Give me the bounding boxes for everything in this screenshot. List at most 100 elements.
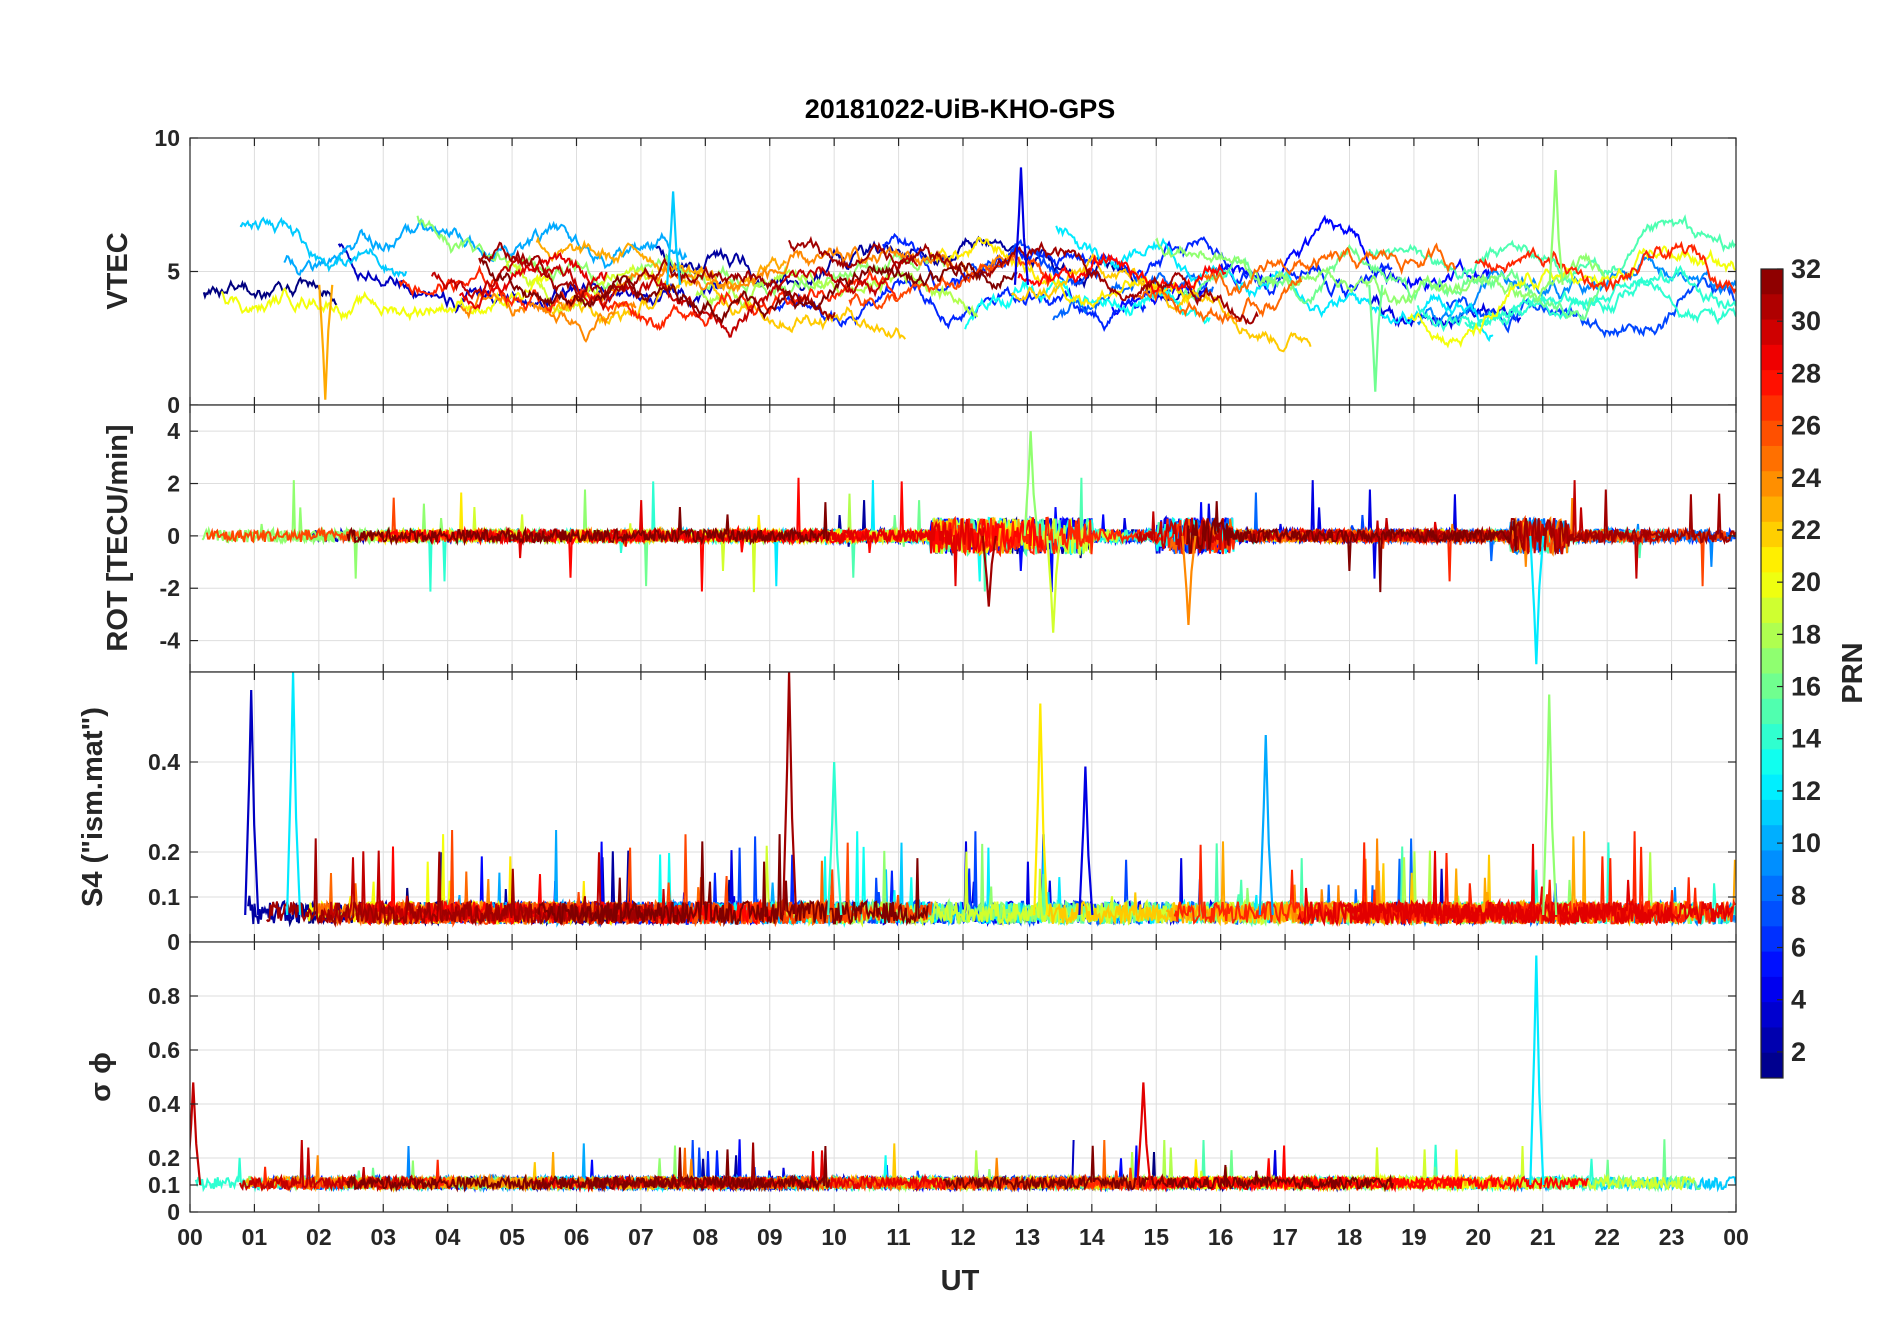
x-tick-label: 08: [693, 1224, 719, 1250]
colorbar-tick-label: 2: [1791, 1037, 1806, 1067]
series-line-prn-29: [458, 251, 608, 310]
series-line-prn-20: [220, 273, 552, 322]
series-line-prn-32: [481, 259, 1018, 325]
series-line-prn-23: [535, 235, 787, 293]
y-tick-label: 0.4: [148, 1091, 180, 1117]
colorbar-segment: [1761, 850, 1783, 877]
series-line-prn-14: [1416, 278, 1736, 333]
colorbar-segment: [1761, 976, 1783, 1003]
x-tick-label: 04: [435, 1224, 461, 1250]
colorbar-tick-label: 14: [1791, 724, 1821, 754]
chart-title: 20181022-UiB-KHO-GPS: [805, 94, 1116, 124]
x-tick-label: 22: [1594, 1224, 1620, 1250]
colorbar-segment: [1761, 1002, 1783, 1028]
series-line-prn-1: [202, 276, 338, 306]
y-tick-label: 0.6: [148, 1037, 180, 1063]
x-tick-labels: 00 01 02 03 04 05 06 07 08 09 10 11 12 13 14 15 16 17 18 19…: [177, 1224, 1749, 1250]
colorbar-tick-label: 16: [1791, 672, 1821, 702]
colorbar-tick-label: 6: [1791, 933, 1806, 963]
series-peak-prn-16: [1368, 284, 1384, 392]
y-tick-label: 0: [167, 392, 180, 418]
x-tick-label: 07: [628, 1224, 654, 1250]
series-line-prn-22: [1046, 892, 1191, 926]
series-group: [201, 431, 1736, 665]
colorbar-frame: [1760, 268, 1784, 1079]
x-tick-label: 03: [370, 1224, 396, 1250]
colorbar-segment: [1761, 420, 1783, 447]
colorbar-label: PRN: [1837, 642, 1869, 703]
x-tick-label: 12: [950, 1224, 976, 1250]
series-line-prn-30: [430, 253, 919, 338]
colorbar-segment: [1761, 319, 1783, 346]
panel-vtec: 0 5 10 VTEC: [102, 125, 1737, 418]
colorbar-tick-label: 4: [1791, 985, 1806, 1015]
y-tick-label: 4: [167, 418, 180, 444]
series-peak-prn-11: [666, 191, 682, 285]
colorbar-tick-label: 8: [1791, 880, 1806, 910]
colorbar-segment: [1761, 951, 1783, 978]
series-peak-prn-23: [318, 284, 334, 400]
colorbar-segment: [1761, 395, 1783, 422]
y-tick-label: 0.1: [148, 1172, 180, 1198]
series-line-prn-13: [964, 278, 1211, 330]
series-line-prn-19: [503, 255, 670, 317]
y-tick-label: 0.1: [148, 884, 180, 910]
series-line-prn-30: [1135, 480, 1673, 579]
x-tick-label: 15: [1143, 1224, 1169, 1250]
x-tick-label: 14: [1079, 1224, 1105, 1250]
y-tick-label: -2: [160, 575, 180, 601]
colorbar-segment: [1761, 496, 1783, 523]
colorbar-segment: [1761, 445, 1783, 472]
y-tick-label: -4: [160, 628, 181, 654]
series-line-prn-11: [239, 216, 408, 278]
series-line-prn-25: [1136, 274, 1303, 326]
series-peak-prn-31: [981, 535, 997, 607]
y-tick-label: 0.2: [148, 1145, 180, 1171]
x-tick-label: 00: [177, 1224, 203, 1250]
colorbar-tick-label: 10: [1791, 828, 1821, 858]
y-tick-label: 0: [167, 1199, 180, 1225]
colorbar-segment: [1761, 673, 1783, 700]
y-tick-label: 10: [154, 125, 180, 151]
series-peak-prn-4: [1078, 766, 1094, 916]
series-line-prn-14: [1464, 264, 1736, 331]
x-tick-label: 17: [1272, 1224, 1298, 1250]
x-tick-label: 10: [821, 1224, 847, 1250]
colorbar-tick-label: 18: [1791, 619, 1821, 649]
series-line-prn-31: [787, 235, 1259, 326]
series-line-prn-32: [1186, 501, 1518, 593]
colorbar-segment: [1761, 547, 1783, 573]
x-axis-label: UT: [941, 1265, 980, 1297]
y-tick-label: 2: [167, 471, 180, 497]
panel-sigma_phi: 00.10.2 0.4 0.6 0.8 σ ϕ: [85, 941, 1737, 1225]
x-tick-label: 05: [499, 1224, 525, 1250]
series-peak-prn-21: [1033, 703, 1049, 916]
x-tick-label: 02: [306, 1224, 332, 1250]
series-peak-prn-17: [1548, 169, 1564, 285]
colorbar-tick-label: 24: [1791, 463, 1821, 493]
colorbar-segment: [1761, 370, 1783, 396]
y-axis-label-s4: S4 ("ism.mat"): [77, 707, 109, 907]
colorbar-segment: [1761, 648, 1783, 674]
series-line-prn-10: [283, 217, 688, 276]
colorbar-segment: [1761, 749, 1783, 776]
colorbar-segment: [1761, 724, 1783, 750]
series-peak-prn-17: [1023, 431, 1039, 536]
series-line-prn-29: [1297, 879, 1734, 927]
x-tick-label: 13: [1015, 1224, 1041, 1250]
x-tick-label: 19: [1401, 1224, 1427, 1250]
series-peak-prn-24: [1181, 535, 1197, 625]
colorbar-segment: [1761, 901, 1783, 927]
colorbar-segment: [1761, 471, 1783, 498]
colorbar-segment: [1761, 1027, 1783, 1054]
y-tick-label: 5: [167, 259, 180, 285]
panel-s4: 0 0.1 0.2 0.4 S4 ("ism.mat"): [77, 671, 1737, 955]
y-axis-label-vtec: VTEC: [102, 232, 134, 309]
x-tick-label: 23: [1659, 1224, 1685, 1250]
x-tick-label: 00: [1723, 1224, 1749, 1250]
colorbar-segment: [1761, 875, 1783, 902]
x-tick-label: 18: [1337, 1224, 1363, 1250]
series-peak-prn-4: [1013, 167, 1030, 285]
series-peak-prn-10: [1258, 734, 1274, 916]
